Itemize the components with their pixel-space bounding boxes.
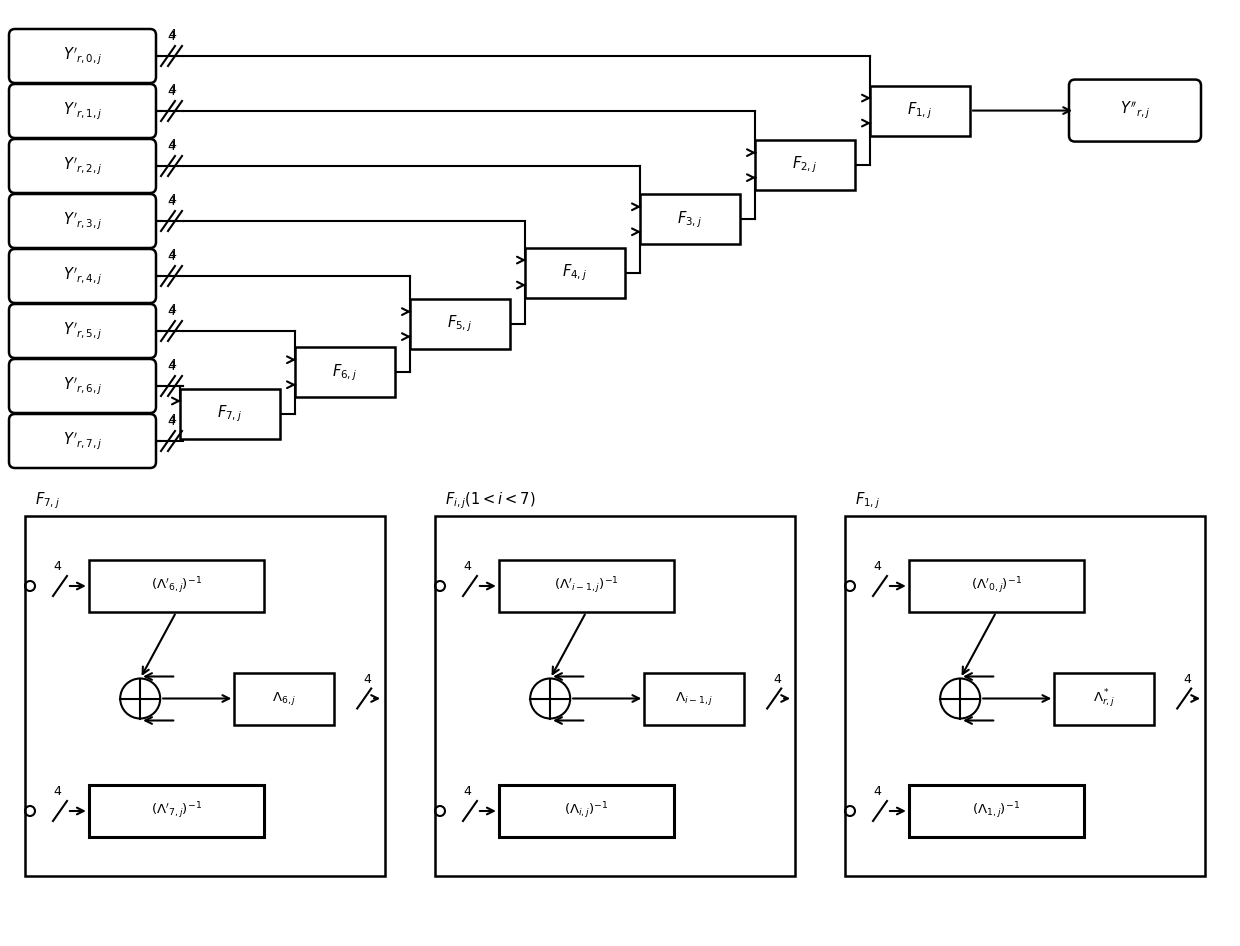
Text: $F_{3,j}$: $F_{3,j}$ <box>677 209 703 230</box>
Text: $F_{7,j}$: $F_{7,j}$ <box>35 490 60 511</box>
FancyBboxPatch shape <box>9 84 156 138</box>
Text: 4: 4 <box>463 785 471 798</box>
FancyBboxPatch shape <box>1069 79 1202 142</box>
Text: $(\Lambda_{1,j})^{-1}$: $(\Lambda_{1,j})^{-1}$ <box>972 800 1021 821</box>
Text: $Y''_{r,j}$: $Y''_{r,j}$ <box>1120 100 1151 121</box>
Text: 4: 4 <box>169 303 176 316</box>
Text: 4: 4 <box>167 85 175 98</box>
Text: 4: 4 <box>363 673 371 686</box>
Text: 4: 4 <box>169 248 176 261</box>
Text: 4: 4 <box>169 138 176 151</box>
Text: $F_{1,j}$: $F_{1,j}$ <box>856 490 880 511</box>
Text: 4: 4 <box>463 560 471 573</box>
Bar <box>755 140 856 190</box>
Text: $Y'_{r,6,j}$: $Y'_{r,6,j}$ <box>63 376 102 396</box>
Text: $Y'_{r,4,j}$: $Y'_{r,4,j}$ <box>63 266 102 287</box>
Text: 4: 4 <box>873 785 880 798</box>
Text: 4: 4 <box>167 415 175 428</box>
Text: 4: 4 <box>167 360 175 373</box>
Text: $(\Lambda'_{7,j})^{-1}$: $(\Lambda'_{7,j})^{-1}$ <box>151 800 202 821</box>
Text: $F_{1,j}$: $F_{1,j}$ <box>908 100 932 121</box>
FancyBboxPatch shape <box>9 414 156 468</box>
FancyBboxPatch shape <box>9 359 156 413</box>
Text: 4: 4 <box>169 193 176 206</box>
Bar <box>1054 673 1154 725</box>
Bar <box>645 673 744 725</box>
Bar <box>25 516 384 876</box>
Bar <box>89 560 264 612</box>
FancyBboxPatch shape <box>9 249 156 303</box>
Bar <box>295 347 396 397</box>
Bar <box>89 785 264 837</box>
Text: 4: 4 <box>167 30 175 43</box>
Bar <box>844 516 1205 876</box>
Text: 4: 4 <box>53 785 61 798</box>
Bar <box>870 85 970 135</box>
Text: $Y'_{r,2,j}$: $Y'_{r,2,j}$ <box>63 155 102 177</box>
Text: 4: 4 <box>167 140 175 153</box>
FancyBboxPatch shape <box>9 139 156 193</box>
Bar <box>525 248 625 298</box>
Text: $F_{2,j}$: $F_{2,j}$ <box>792 155 817 175</box>
Text: 4: 4 <box>169 358 176 371</box>
Bar <box>498 560 673 612</box>
Bar <box>180 389 280 439</box>
Text: 4: 4 <box>169 28 176 41</box>
Text: $\Lambda_{i-1,j}$: $\Lambda_{i-1,j}$ <box>675 690 713 707</box>
Text: 4: 4 <box>167 305 175 318</box>
Text: $Y'_{r,5,j}$: $Y'_{r,5,j}$ <box>63 321 102 342</box>
Text: $(\Lambda'_{6,j})^{-1}$: $(\Lambda'_{6,j})^{-1}$ <box>151 576 202 596</box>
Bar <box>498 785 673 837</box>
Text: $Y'_{r,0,j}$: $Y'_{r,0,j}$ <box>63 45 102 66</box>
Text: $F_{4,j}$: $F_{4,j}$ <box>563 262 588 283</box>
Text: 4: 4 <box>169 413 176 426</box>
Text: $F_{i,j}  (1<i<7)$: $F_{i,j} (1<i<7)$ <box>445 490 536 511</box>
FancyBboxPatch shape <box>9 304 156 358</box>
FancyBboxPatch shape <box>9 194 156 248</box>
Bar <box>640 194 740 244</box>
Text: $\Lambda^*_{r,j}$: $\Lambda^*_{r,j}$ <box>1092 688 1115 710</box>
Bar <box>410 299 510 349</box>
FancyBboxPatch shape <box>9 29 156 83</box>
Text: $(\Lambda_{i,j})^{-1}$: $(\Lambda_{i,j})^{-1}$ <box>564 800 609 821</box>
Text: $F_{6,j}$: $F_{6,j}$ <box>332 362 357 382</box>
Text: 4: 4 <box>774 673 781 686</box>
Bar <box>234 673 335 725</box>
Text: $F_{5,j}$: $F_{5,j}$ <box>448 314 472 335</box>
Bar <box>435 516 795 876</box>
Text: $(\Lambda'_{0,j})^{-1}$: $(\Lambda'_{0,j})^{-1}$ <box>971 576 1022 596</box>
Text: 4: 4 <box>167 195 175 208</box>
Bar <box>909 560 1084 612</box>
Text: $\Lambda_{6,j}$: $\Lambda_{6,j}$ <box>272 690 296 707</box>
Text: $F_{7,j}$: $F_{7,j}$ <box>217 403 243 424</box>
Text: $Y'_{r,1,j}$: $Y'_{r,1,j}$ <box>63 100 102 122</box>
Text: $(\Lambda'_{i-1,j})^{-1}$: $(\Lambda'_{i-1,j})^{-1}$ <box>554 576 619 596</box>
Text: 4: 4 <box>169 83 176 96</box>
Text: $Y'_{r,7,j}$: $Y'_{r,7,j}$ <box>63 430 102 451</box>
Text: 4: 4 <box>873 560 880 573</box>
Bar <box>909 785 1084 837</box>
Text: 4: 4 <box>167 250 175 263</box>
Text: $Y'_{r,3,j}$: $Y'_{r,3,j}$ <box>63 210 102 232</box>
Text: 4: 4 <box>53 560 61 573</box>
Text: 4: 4 <box>1183 673 1192 686</box>
